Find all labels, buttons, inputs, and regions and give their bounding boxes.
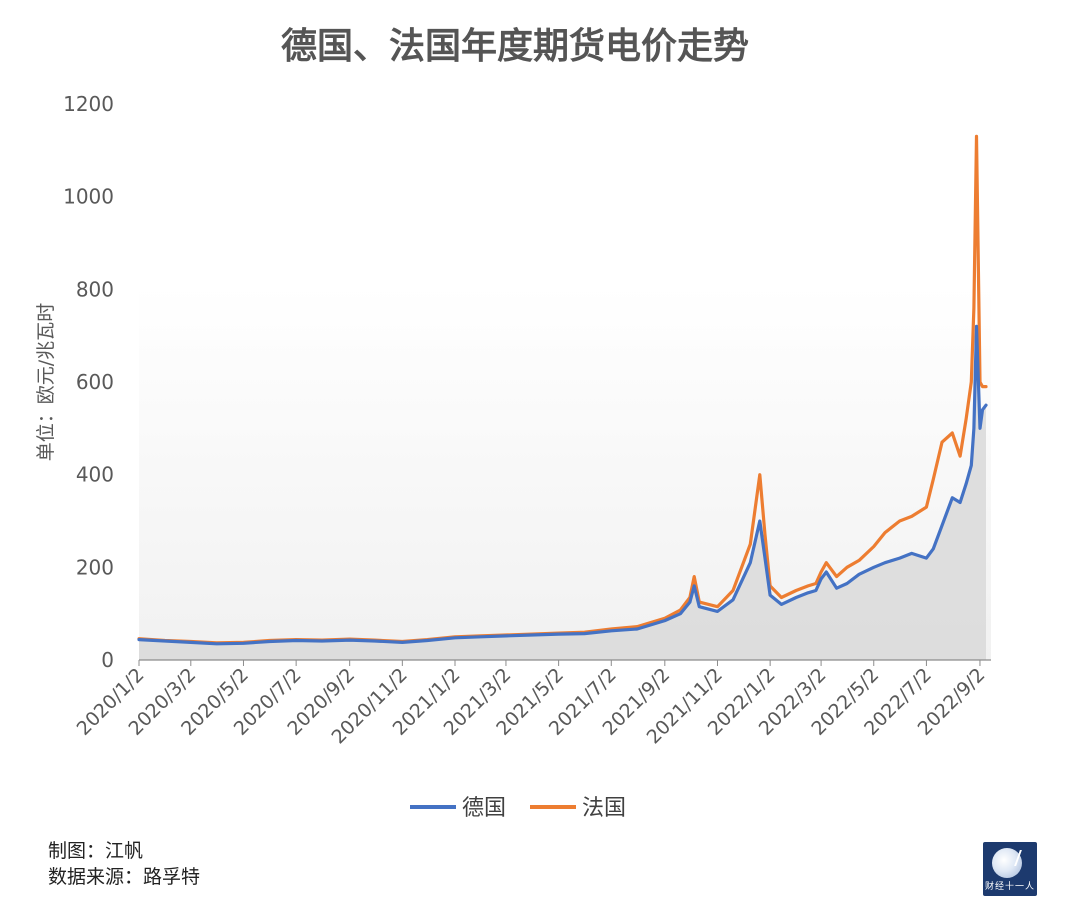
credit-author: 制图：江帆 — [48, 840, 144, 862]
credit-source: 数据来源：路孚特 — [48, 866, 201, 888]
credits-block: 制图：江帆 数据来源：路孚特 — [48, 838, 200, 890]
shaded-area-layer — [139, 326, 986, 660]
publisher-logo: 财经十一人 — [983, 842, 1037, 896]
x-axis-ticks: 2020/1/22020/3/22020/5/22020/7/22020/9/2… — [73, 660, 989, 748]
y-axis-ticks: 0 200 400 600 800 1000 1200 — [63, 92, 114, 672]
y-tick-label: 1200 — [63, 92, 114, 116]
series-line-germany — [137, 324, 988, 646]
y-tick-label: 1000 — [63, 185, 114, 209]
y-tick-label: 200 — [76, 555, 114, 579]
y-tick-label: 600 — [76, 370, 114, 394]
legend-label: 法国 — [582, 796, 626, 821]
series-layer — [137, 134, 988, 646]
legend: 德国 法国 — [410, 796, 626, 821]
y-axis-label: 单位：欧元/兆瓦时 — [35, 303, 57, 461]
chart-title: 德国、法国年度期货电价走势 — [281, 26, 749, 67]
globe-icon — [992, 848, 1022, 878]
shaded-area — [139, 326, 986, 660]
y-tick-label: 800 — [76, 277, 114, 301]
y-tick-label: 400 — [76, 463, 114, 487]
logo-text: 财经十一人 — [984, 882, 1035, 892]
y-tick-label: 0 — [101, 648, 114, 672]
legend-label: 德国 — [462, 796, 506, 821]
